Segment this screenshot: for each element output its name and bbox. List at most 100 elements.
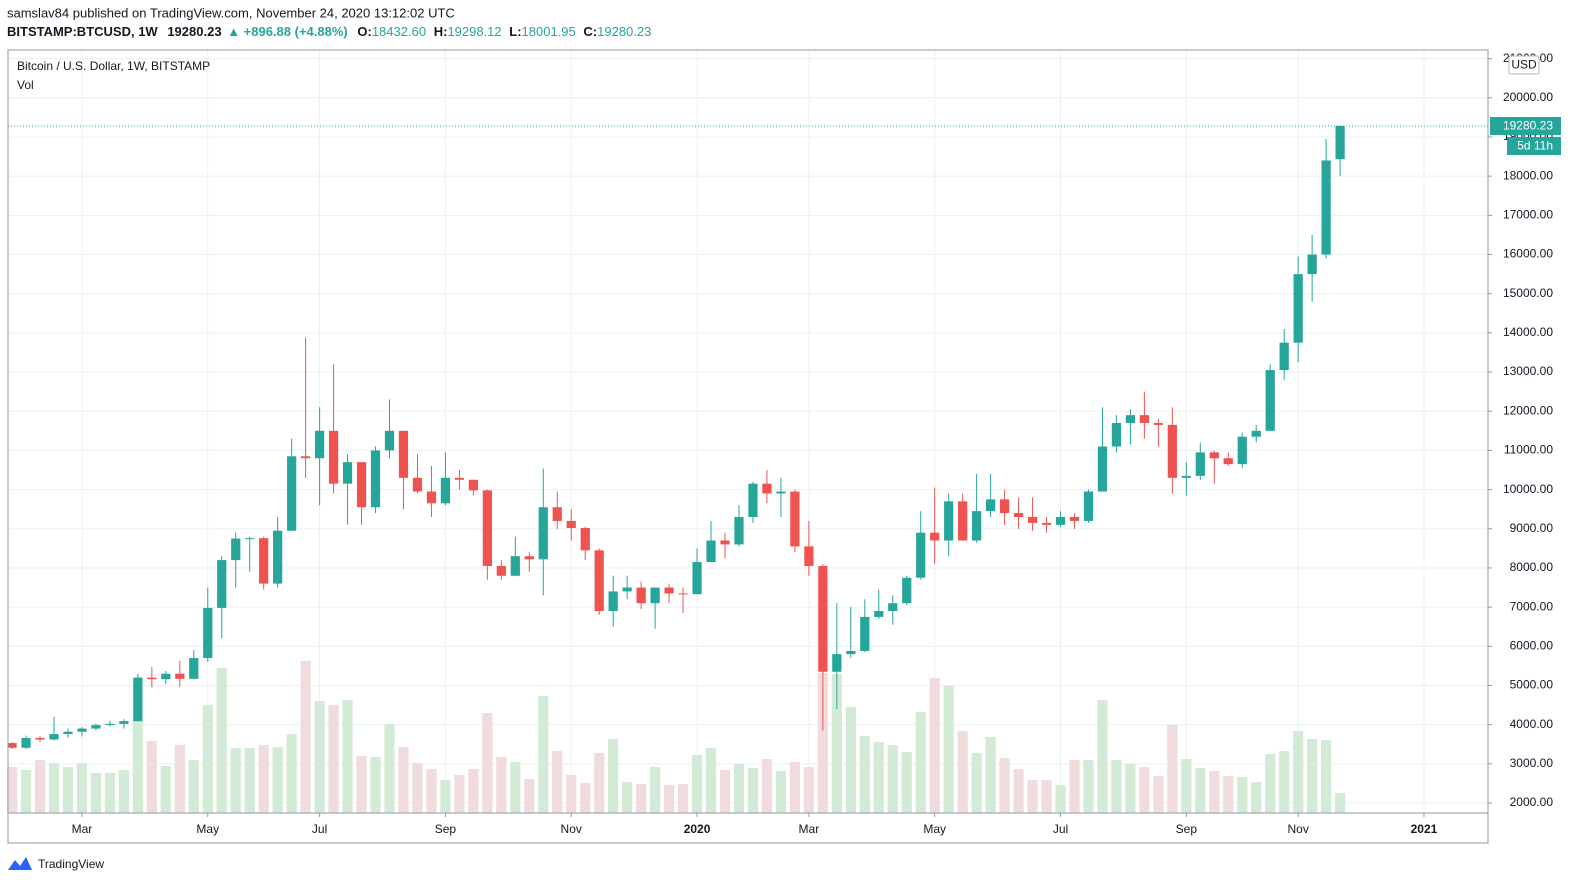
candle-body bbox=[1041, 522, 1052, 525]
volume-bar bbox=[62, 767, 74, 813]
candle-body bbox=[1335, 125, 1345, 160]
candle-body bbox=[217, 560, 227, 608]
candle-body bbox=[580, 527, 590, 551]
candle-body bbox=[412, 477, 423, 492]
candle-body bbox=[1069, 517, 1080, 521]
y-tick-label: 7000.00 bbox=[1510, 599, 1554, 613]
candle-body bbox=[273, 530, 283, 584]
candle-body bbox=[538, 507, 548, 560]
y-tick-label: 5000.00 bbox=[1510, 678, 1554, 692]
x-tick-label: Nov bbox=[561, 822, 582, 836]
candle-body bbox=[370, 450, 381, 508]
candle-body bbox=[1153, 422, 1163, 425]
volume-bar bbox=[677, 784, 689, 813]
x-tick-label: Sep bbox=[435, 822, 457, 836]
volume-bar bbox=[20, 770, 32, 813]
candle-body bbox=[147, 677, 157, 680]
candle-body bbox=[790, 491, 800, 547]
candle-body bbox=[119, 721, 129, 724]
volume-bar bbox=[1251, 782, 1262, 813]
candle-body bbox=[342, 462, 353, 484]
volume-bar bbox=[1279, 751, 1290, 813]
candle-body bbox=[1181, 475, 1191, 478]
candle-body bbox=[328, 430, 339, 484]
volume-bar bbox=[608, 739, 619, 813]
candle-body bbox=[440, 477, 451, 504]
y-tick-label: 11000.00 bbox=[1504, 443, 1553, 457]
volume-bar bbox=[1041, 780, 1052, 813]
x-tick-label: Mar bbox=[799, 822, 820, 836]
candle-body bbox=[49, 734, 59, 740]
candle-body bbox=[1013, 513, 1024, 518]
volume-bar bbox=[747, 768, 759, 813]
y-tick-label: 4000.00 bbox=[1510, 717, 1554, 731]
candle-body bbox=[720, 540, 730, 545]
candle-body bbox=[384, 430, 395, 451]
candle-body bbox=[1111, 422, 1122, 447]
candle-body bbox=[287, 456, 297, 531]
candle-body bbox=[454, 477, 465, 480]
volume-bar bbox=[1139, 767, 1150, 813]
volume-bar bbox=[412, 763, 423, 813]
candle-body bbox=[762, 483, 772, 494]
last-price: 19280.23 bbox=[167, 24, 221, 39]
candle-body bbox=[259, 538, 269, 584]
candle-body bbox=[860, 616, 870, 651]
volume-bar bbox=[160, 766, 171, 813]
currency-badge[interactable] bbox=[1508, 55, 1540, 75]
candle-body bbox=[874, 611, 884, 617]
high-value: 19298.12 bbox=[447, 24, 501, 39]
volume-bar bbox=[1069, 760, 1080, 813]
candle-body bbox=[231, 538, 241, 561]
volume-bar bbox=[649, 767, 661, 813]
y-tick-label: 3000.00 bbox=[1510, 756, 1554, 770]
volume-layer bbox=[6, 661, 1346, 813]
candle-body bbox=[1125, 415, 1136, 423]
volume-bar bbox=[1223, 776, 1234, 813]
plot-frame bbox=[7, 49, 1489, 844]
candle-body bbox=[189, 658, 199, 679]
candle-body bbox=[664, 587, 674, 594]
candle-body bbox=[496, 565, 506, 576]
candle-body bbox=[77, 728, 87, 732]
volume-bar bbox=[552, 751, 563, 813]
volume-bar bbox=[1265, 754, 1276, 813]
volume-bar bbox=[566, 775, 577, 813]
close-value: 19280.23 bbox=[597, 24, 651, 39]
volume-bar bbox=[104, 773, 116, 813]
volume-bar bbox=[216, 668, 227, 813]
candle-body bbox=[1097, 446, 1108, 492]
candle-body bbox=[902, 577, 912, 604]
volume-legend: Vol bbox=[17, 78, 34, 92]
volume-bar bbox=[188, 760, 199, 813]
open-label: O: bbox=[357, 24, 371, 39]
volume-bar bbox=[286, 734, 297, 813]
candle-body bbox=[944, 501, 954, 541]
countdown-box bbox=[1507, 137, 1561, 155]
x-tick-label: May bbox=[196, 822, 219, 836]
close-label: C: bbox=[583, 24, 597, 39]
volume-bar bbox=[132, 720, 143, 813]
candle-body bbox=[245, 538, 255, 540]
chart-title: Bitcoin / U.S. Dollar, 1W, BITSTAMP bbox=[17, 59, 210, 73]
candle-body bbox=[1167, 424, 1177, 478]
x-tick-label: 2020 bbox=[684, 822, 711, 836]
candle-body bbox=[426, 491, 437, 504]
candle-body bbox=[105, 723, 115, 726]
volume-bar bbox=[943, 686, 954, 813]
publisher-line: samslav84 published on TradingView.com, … bbox=[7, 5, 455, 20]
volume-bar bbox=[887, 745, 898, 813]
volume-bar bbox=[873, 742, 884, 813]
price-tag-box bbox=[1490, 117, 1561, 135]
candle-body bbox=[1055, 517, 1066, 525]
currency: USD bbox=[1511, 58, 1537, 72]
y-tick-label: 18000.00 bbox=[1503, 168, 1553, 182]
volume-bar bbox=[6, 767, 18, 813]
x-tick-label: Jul bbox=[1053, 822, 1068, 836]
volume-bar bbox=[174, 745, 185, 813]
volume-bar bbox=[230, 748, 241, 813]
footer: TradingView bbox=[38, 857, 104, 871]
volume-bar bbox=[370, 757, 381, 813]
x-tick-label: May bbox=[923, 822, 946, 836]
volume-bar bbox=[118, 770, 130, 813]
